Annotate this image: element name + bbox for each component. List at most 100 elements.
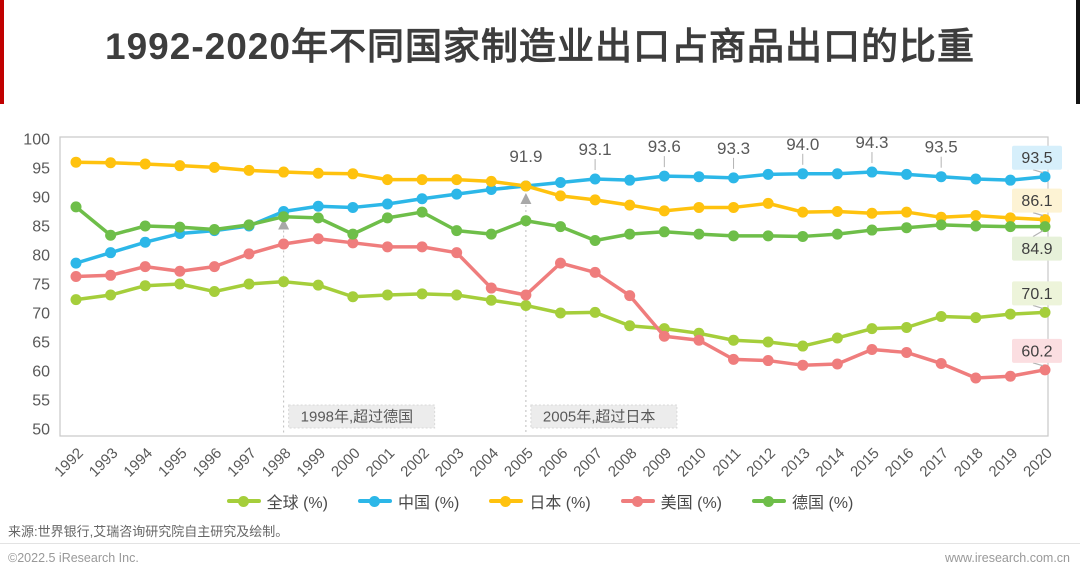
data-point — [312, 167, 324, 179]
data-point — [520, 180, 532, 192]
data-point — [485, 175, 497, 187]
data-point — [624, 320, 636, 332]
data-point — [762, 168, 774, 180]
data-point — [831, 228, 843, 240]
data-point — [555, 177, 566, 188]
data-point — [589, 173, 601, 185]
y-axis-label: 80 — [32, 248, 50, 265]
data-point — [174, 221, 186, 233]
legend-marker-icon — [357, 495, 392, 507]
x-axis-label: 2013 — [778, 445, 814, 481]
x-axis-label: 2004 — [466, 445, 502, 481]
chart-legend: 全球 (%) 中国 (%) 日本 (%) 美国 (%) 德国 (%) — [0, 489, 1080, 513]
data-point — [105, 289, 117, 301]
y-axis-label: 55 — [32, 393, 50, 410]
data-point — [278, 166, 290, 178]
data-point — [312, 279, 324, 291]
y-axis-label: 85 — [32, 219, 50, 236]
end-label-connector — [1032, 362, 1044, 367]
y-axis-label: 100 — [23, 132, 50, 149]
legend-label: 德国 (%) — [792, 495, 854, 512]
data-point — [139, 261, 151, 273]
x-axis-label: 2009 — [640, 445, 676, 481]
data-point — [1039, 171, 1051, 183]
x-axis-label: 2016 — [882, 445, 918, 481]
legend-dot-icon — [763, 495, 775, 507]
data-point — [485, 228, 497, 240]
data-point — [347, 228, 359, 240]
x-axis-label: 2012 — [743, 445, 779, 481]
x-axis-label: 2002 — [397, 445, 433, 481]
data-point — [451, 247, 463, 259]
point-value-label: 94.0 — [786, 135, 819, 154]
end-label-box — [1012, 281, 1062, 306]
data-point — [866, 323, 878, 335]
data-point — [624, 199, 636, 211]
legend-dot-icon — [631, 495, 643, 507]
data-point — [70, 294, 82, 306]
x-axis-label: 1996 — [190, 445, 226, 481]
end-label-connector — [1032, 304, 1044, 309]
data-point — [485, 294, 497, 306]
data-point — [831, 358, 843, 370]
x-axis-label: 1993 — [86, 445, 122, 481]
x-axis-label: 1995 — [155, 445, 191, 481]
data-point — [451, 225, 463, 237]
data-point — [139, 280, 151, 292]
data-point — [658, 330, 670, 342]
x-axis-label: 2007 — [570, 445, 606, 481]
point-value-label: 93.5 — [925, 138, 958, 157]
data-point — [381, 212, 393, 224]
x-axis-label: 2010 — [674, 445, 710, 481]
x-axis-label: 2014 — [813, 445, 849, 481]
end-label-china: 93.5 — [1012, 145, 1062, 174]
data-point — [381, 198, 393, 210]
chart-area: 100 95 90 85 80 75 70 65 60 55 50 1992 1993 1994 1995 1… — [0, 105, 1080, 515]
data-point — [797, 340, 809, 352]
data-point — [485, 282, 497, 294]
end-label-value: 84.9 — [1021, 241, 1052, 258]
x-axis-label: 2019 — [986, 445, 1022, 481]
point-value-label: 93.1 — [579, 140, 612, 159]
legend-marker-icon — [620, 495, 655, 507]
data-point — [797, 230, 809, 242]
y-axis-label: 90 — [32, 190, 50, 207]
data-point — [866, 166, 878, 178]
x-axis-label: 1994 — [120, 445, 156, 481]
end-label-value: 86.1 — [1021, 193, 1052, 210]
data-point — [381, 289, 393, 301]
data-point — [312, 212, 324, 224]
data-point — [278, 276, 290, 288]
data-point — [520, 299, 532, 311]
point-value-label: 93.3 — [717, 139, 750, 158]
end-label-box — [1012, 145, 1062, 170]
series-germany — [70, 201, 1051, 246]
x-axis-label: 2015 — [847, 445, 883, 481]
data-point — [555, 190, 566, 202]
report-header: 1992-2020年不同国家制造业出口占商品出口的比重 — [0, 0, 1080, 105]
y-axis-label: 60 — [32, 364, 50, 381]
data-point — [935, 171, 947, 183]
data-point — [970, 220, 982, 232]
legend-dot-icon — [237, 495, 249, 507]
end-label-germany: 84.9 — [1012, 230, 1062, 261]
legend-label: 日本 (%) — [529, 495, 591, 512]
data-point — [381, 241, 393, 253]
end-label-box — [1012, 236, 1062, 261]
end-label-connector — [1032, 230, 1044, 238]
data-point — [728, 172, 740, 184]
data-point — [1039, 306, 1051, 318]
data-point — [416, 206, 428, 218]
data-point — [1039, 364, 1051, 376]
legend-item-global: 全球 (%) — [226, 489, 328, 513]
data-point — [866, 207, 878, 219]
data-point — [693, 228, 705, 240]
data-point — [624, 290, 636, 302]
data-point — [762, 230, 774, 242]
data-point — [174, 265, 186, 277]
x-axis-label: 1997 — [224, 445, 260, 481]
data-point — [520, 289, 532, 301]
data-point — [866, 224, 878, 236]
end-label-connector — [1032, 169, 1044, 174]
annotation-arrow-icon — [520, 192, 532, 204]
